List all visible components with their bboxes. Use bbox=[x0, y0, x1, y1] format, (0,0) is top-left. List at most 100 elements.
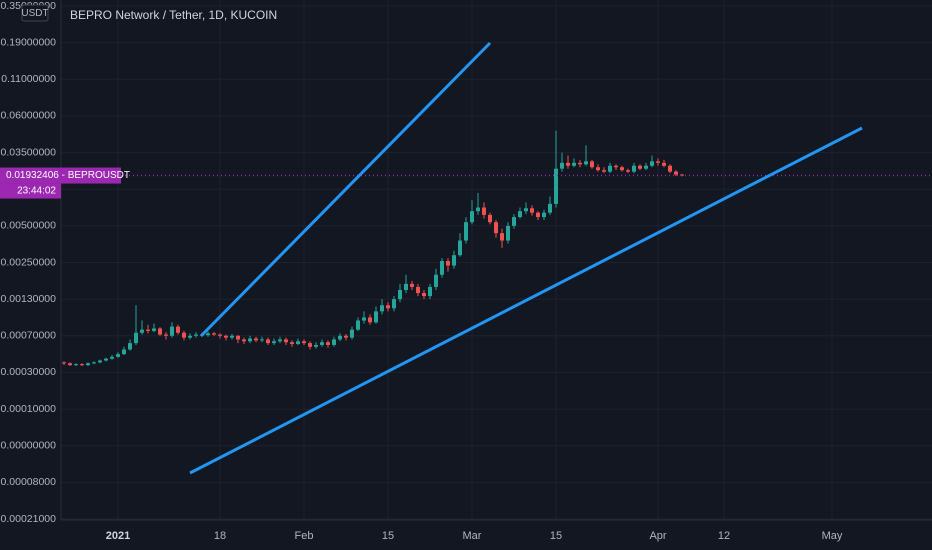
y-tick-label: 0.03500000 bbox=[1, 146, 57, 158]
candle-body bbox=[560, 162, 564, 169]
candle-body bbox=[470, 211, 474, 223]
candle-body bbox=[650, 161, 654, 166]
candle-body bbox=[518, 211, 522, 218]
candle-body bbox=[440, 261, 444, 275]
candle-body bbox=[572, 162, 576, 166]
candle-body bbox=[512, 217, 516, 226]
candle-body bbox=[536, 212, 540, 218]
y-unit: USDT bbox=[21, 8, 48, 19]
y-tick-label: 0.00000000 bbox=[1, 439, 57, 451]
candle-body bbox=[188, 335, 192, 338]
candle-body bbox=[422, 293, 426, 297]
price-axis bbox=[0, 0, 61, 550]
unit-box bbox=[21, 4, 49, 22]
candle-body bbox=[242, 339, 246, 342]
candle-body bbox=[158, 328, 162, 335]
x-tick-label: Apr bbox=[649, 530, 666, 542]
y-tick-label: 0.00250000 bbox=[1, 256, 57, 268]
candle-body bbox=[506, 225, 510, 241]
candle-body bbox=[524, 208, 528, 212]
candle-body bbox=[632, 165, 636, 172]
candle-body bbox=[308, 343, 312, 347]
candle-body bbox=[374, 311, 378, 323]
candle-body bbox=[74, 364, 78, 366]
candle-body bbox=[476, 207, 480, 212]
candle-body bbox=[392, 299, 396, 309]
candle-body bbox=[230, 335, 234, 338]
candle-body bbox=[446, 261, 450, 266]
y-tick-label: 0.11000000 bbox=[1, 73, 56, 85]
candle-body bbox=[284, 339, 288, 343]
candle-body bbox=[176, 326, 180, 333]
candle-body bbox=[554, 168, 558, 204]
chart-title: BEPRO Network / Tether, 1D, KUCOIN bbox=[70, 8, 277, 22]
candle-body bbox=[350, 329, 354, 338]
candle-body bbox=[542, 212, 546, 218]
candle-body bbox=[80, 364, 84, 366]
candle-body bbox=[332, 339, 336, 345]
candle-body bbox=[488, 214, 492, 223]
candle-body bbox=[674, 171, 678, 175]
candle-body bbox=[482, 207, 486, 215]
candle-body bbox=[398, 289, 402, 300]
x-tick-label: 15 bbox=[550, 530, 562, 542]
trend-line[interactable] bbox=[199, 41, 492, 338]
candle-body bbox=[500, 233, 504, 241]
candle-body bbox=[458, 240, 462, 256]
candle-body bbox=[620, 167, 624, 171]
candle-body bbox=[314, 344, 318, 347]
candle-body bbox=[548, 203, 552, 213]
candle-body bbox=[194, 334, 198, 336]
candle-body bbox=[662, 162, 666, 166]
x-tick-label: May bbox=[822, 530, 843, 542]
candle-body bbox=[386, 305, 390, 309]
candle-body bbox=[668, 165, 672, 172]
candle-body bbox=[644, 165, 648, 169]
price-label-box bbox=[0, 167, 121, 184]
candle-body bbox=[266, 339, 270, 344]
candle-body bbox=[62, 362, 66, 364]
candle-body bbox=[212, 333, 216, 335]
candle-body bbox=[326, 342, 330, 345]
candle-body bbox=[410, 283, 414, 287]
candle-body bbox=[248, 338, 252, 342]
candle-body bbox=[530, 208, 534, 213]
y-tick-label: 0.00500000 bbox=[1, 220, 57, 232]
candle-body bbox=[584, 161, 588, 165]
candle-body bbox=[626, 170, 630, 172]
candle-body bbox=[368, 317, 372, 323]
candle-body bbox=[146, 329, 150, 331]
candle-body bbox=[608, 165, 612, 172]
candle-body bbox=[404, 283, 408, 290]
price-label: 0.01932406 - BEPROUSDT bbox=[6, 170, 130, 181]
candle-body bbox=[278, 339, 282, 342]
candle-body bbox=[434, 274, 438, 287]
candle-body bbox=[602, 170, 606, 172]
candle-body bbox=[92, 362, 96, 364]
candle-body bbox=[152, 328, 156, 331]
candle-body bbox=[218, 334, 222, 336]
candle-body bbox=[452, 255, 456, 266]
candle-body bbox=[134, 332, 138, 344]
candle-body bbox=[260, 339, 264, 341]
candle-body bbox=[362, 317, 366, 321]
x-tick-label: 18 bbox=[214, 530, 226, 542]
candle-body bbox=[98, 360, 102, 363]
y-tick-label: -0.00008000 bbox=[0, 476, 56, 488]
trend-line[interactable] bbox=[189, 126, 863, 475]
candle-body bbox=[464, 222, 468, 241]
y-tick-label: -0.00021000 bbox=[0, 513, 56, 525]
candle-body bbox=[614, 165, 618, 168]
candle-body bbox=[416, 286, 420, 294]
y-tick-label: 0.00070000 bbox=[1, 330, 57, 342]
candle-body bbox=[296, 341, 300, 345]
candle-body bbox=[344, 335, 348, 338]
candle-body bbox=[122, 349, 126, 355]
y-tick-label: 0.00030000 bbox=[1, 366, 57, 378]
x-tick-label: 12 bbox=[718, 530, 730, 542]
y-tick-label: 0.00010000 bbox=[1, 403, 57, 415]
candle-body bbox=[224, 335, 228, 338]
y-tick-label: 0.00130000 bbox=[1, 293, 57, 305]
